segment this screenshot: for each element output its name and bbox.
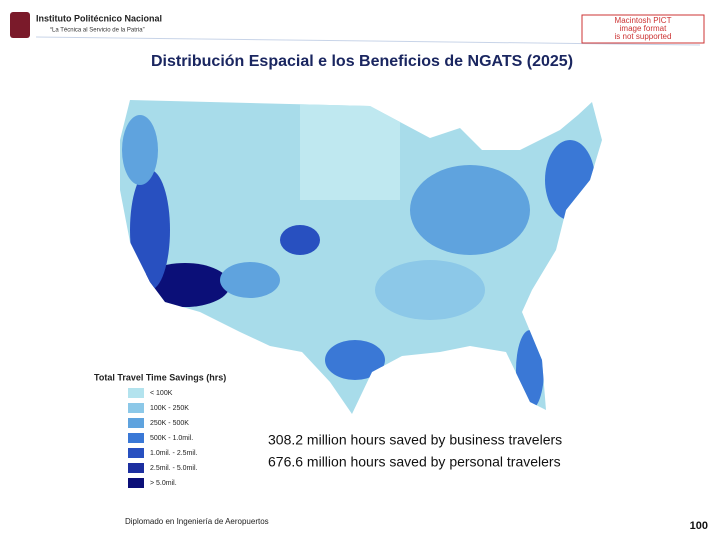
legend-label: < 100K bbox=[150, 390, 173, 397]
slide-title: Distribución Espacial e los Beneficios d… bbox=[151, 53, 573, 70]
legend-label: 250K - 500K bbox=[150, 420, 189, 427]
logo bbox=[10, 12, 30, 38]
legend-box bbox=[90, 368, 258, 492]
legend-label: 2.5mil. - 5.0mil. bbox=[150, 465, 198, 472]
notice-line: Macintosh PICT bbox=[615, 16, 672, 25]
legend-title: Total Travel Time Savings (hrs) bbox=[94, 372, 226, 382]
legend-swatch bbox=[128, 463, 144, 473]
notice-box bbox=[581, 14, 705, 44]
institution: Instituto Politécnico Nacional bbox=[36, 13, 162, 23]
legend-swatch bbox=[128, 418, 144, 428]
motto: “La Técnica al Servicio de la Patria” bbox=[50, 28, 145, 34]
legend-label: > 5.0mil. bbox=[150, 480, 177, 487]
stats-box bbox=[262, 430, 612, 474]
legend-label: 1.0mil. - 2.5mil. bbox=[150, 450, 198, 457]
legend-swatch bbox=[128, 388, 144, 398]
legend-swatch bbox=[128, 403, 144, 413]
page-number: 100 bbox=[690, 520, 708, 532]
notice-line: image format bbox=[620, 24, 667, 33]
legend-swatch bbox=[128, 433, 144, 443]
notice-line: is not supported bbox=[615, 32, 672, 41]
image-notice: Macintosh PICT image format is not suppo… bbox=[581, 14, 705, 44]
legend-swatch bbox=[128, 448, 144, 458]
legend-swatch bbox=[128, 478, 144, 488]
legend: Total Travel Time Savings (hrs) < 100K 10… bbox=[90, 368, 258, 492]
legend-label: 100K - 250K bbox=[150, 405, 189, 412]
legend-label: 500K - 1.0mil. bbox=[150, 435, 193, 442]
stat: 676.6 million hours saved by personal tr… bbox=[268, 454, 561, 470]
stat: 308.2 million hours saved by business tr… bbox=[268, 432, 562, 448]
footer-course: Diplomado en Ingeniería de Aeropuertos bbox=[125, 517, 269, 526]
header-rule bbox=[35, 36, 701, 46]
